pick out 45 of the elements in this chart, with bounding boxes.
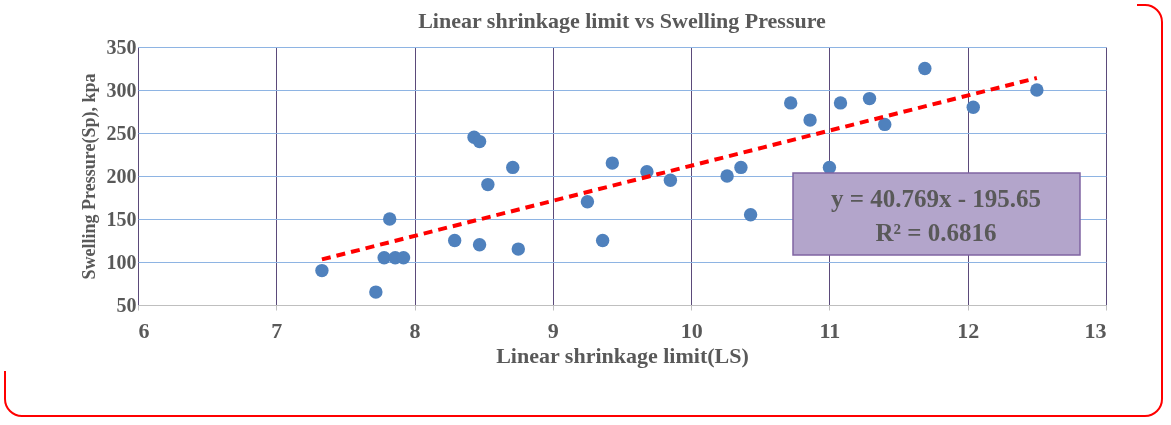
point [511, 242, 525, 256]
point [580, 195, 595, 209]
point [315, 263, 329, 278]
y-tick-label: 350 [106, 35, 137, 58]
point [966, 100, 980, 114]
point [369, 285, 383, 299]
point [595, 233, 610, 248]
point [506, 160, 520, 175]
point [447, 233, 462, 248]
point [720, 169, 734, 183]
x-tick-label: 12 [957, 317, 980, 343]
point [878, 117, 892, 132]
point [663, 173, 678, 187]
point [382, 212, 397, 226]
point [803, 113, 817, 127]
point [862, 91, 877, 106]
point [472, 238, 487, 252]
y-tick-label: 200 [106, 164, 137, 187]
y-axis-title: Swelling Pressure(Sp), kpa [78, 73, 100, 280]
point [918, 61, 932, 76]
point [784, 96, 798, 110]
y-tick-label: 150 [106, 207, 137, 230]
point [734, 160, 748, 175]
x-tick-label: 7 [271, 317, 283, 343]
annotation: R² = 0.6816 [875, 219, 997, 246]
point [743, 208, 758, 222]
x-tick-label: 11 [819, 317, 841, 343]
y-tick-label: 250 [106, 121, 137, 144]
point [605, 156, 620, 170]
x-tick-label: 6 [138, 317, 150, 343]
y-tick-label: 300 [106, 78, 137, 101]
chart-title: Linear shrinkage limit vs Swelling Pressure [418, 8, 827, 33]
annotation: y = 40.769x - 195.65 [830, 185, 1042, 212]
x-tick-label: 13 [1084, 317, 1107, 343]
point [1030, 83, 1044, 97]
point [833, 96, 848, 110]
point [472, 134, 487, 149]
x-tick-label: 8 [409, 317, 421, 343]
point [377, 251, 391, 265]
x-tick-label: 9 [547, 317, 559, 343]
x-axis-title: Linear shrinkage limit(LS) [496, 342, 749, 368]
point [481, 177, 495, 192]
y-tick-label: 50 [116, 293, 137, 316]
x-tick-label: 10 [680, 317, 703, 343]
y-tick-label: 100 [106, 250, 137, 273]
